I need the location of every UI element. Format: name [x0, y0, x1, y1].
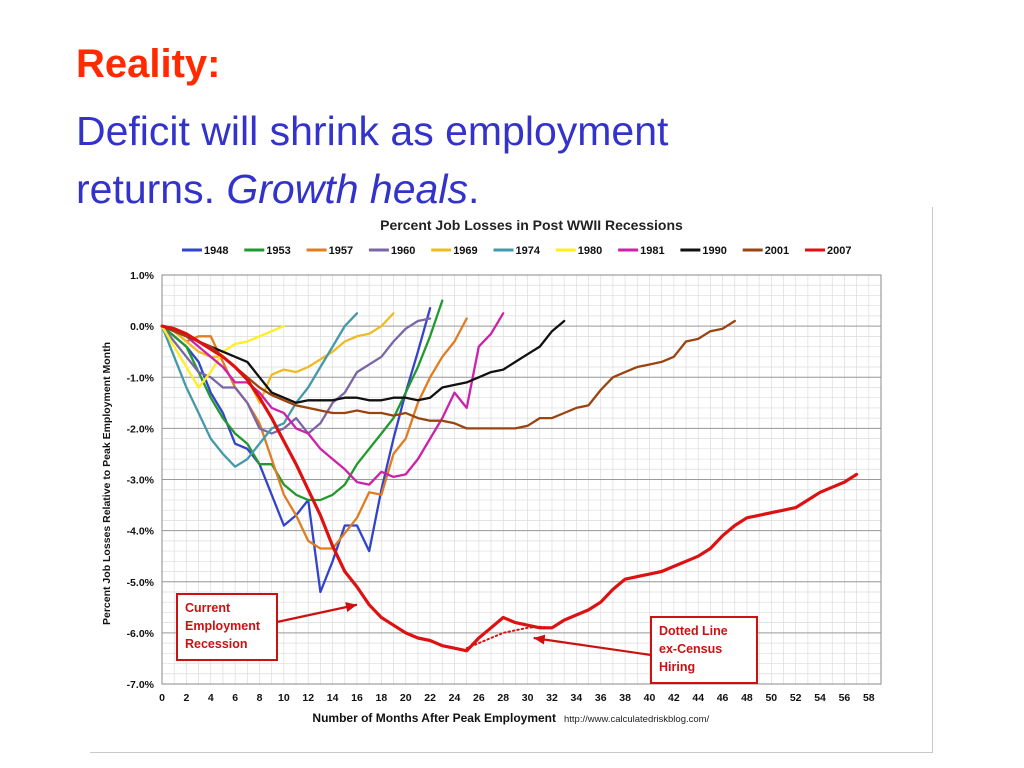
series-line-2007-dotted-ex-census — [465, 625, 553, 650]
series-line-1969 — [160, 312, 395, 404]
x-tick-label: 26 — [473, 692, 485, 704]
y-tick-label: -7.0% — [127, 679, 155, 691]
legend-label: 1960 — [391, 245, 415, 257]
chart-axes — [161, 274, 882, 685]
series-line-1953 — [160, 299, 444, 502]
series-line-1981 — [160, 312, 505, 486]
x-tick-label: 36 — [595, 692, 607, 704]
y-tick-label: -4.0% — [127, 526, 155, 538]
subtitle-line-2-italic: Growth heals — [226, 166, 468, 212]
subtitle-line-2-suffix: . — [467, 166, 480, 212]
x-tick-label: 30 — [522, 692, 534, 704]
series-line-2007 — [160, 324, 859, 653]
legend-label: 1969 — [453, 245, 477, 257]
legend-label: 1948 — [204, 245, 228, 257]
callout-arrow-line — [276, 603, 358, 624]
x-tick-label: 44 — [692, 692, 704, 704]
x-tick-label: 22 — [424, 692, 436, 704]
y-tick-label: -1.0% — [127, 372, 155, 384]
x-tick-label: 8 — [257, 692, 263, 704]
legend-label: 1981 — [640, 245, 664, 257]
callout-text: ex-Census — [659, 642, 722, 656]
callout-text: Recession — [185, 637, 248, 651]
x-tick-label: 58 — [863, 692, 875, 704]
plot-frame — [161, 274, 882, 685]
legend-label: 1974 — [516, 245, 541, 257]
callout-box — [650, 616, 758, 684]
series-line-1990 — [160, 319, 566, 404]
series-line-1974 — [160, 312, 359, 468]
source-link: http://www.calculatedriskblog.com/ — [564, 714, 710, 725]
x-tick-label: 52 — [790, 692, 802, 704]
y-tick-label: 0.0% — [130, 321, 155, 333]
x-tick-label: 4 — [208, 692, 214, 704]
x-tick-label: 0 — [159, 692, 165, 704]
series-line-2001 — [160, 319, 736, 430]
subtitle-line-1: Deficit will shrink as employment — [76, 108, 669, 154]
slide-title: Reality: — [76, 42, 221, 86]
x-tick-label: 34 — [570, 692, 582, 704]
x-tick-label: 28 — [497, 692, 509, 704]
x-tick-label: 56 — [839, 692, 851, 704]
x-tick-label: 10 — [278, 692, 290, 704]
legend-label: 1990 — [702, 245, 726, 257]
x-tick-label: 46 — [717, 692, 729, 704]
x-tick-label: 50 — [765, 692, 777, 704]
job-losses-chart: 1948 1953 1957 1960 1969 1974 1980 1981 1990 2001… — [101, 217, 882, 725]
y-tick-label: -5.0% — [127, 577, 155, 589]
slide-subtitle: Deficit will shrink as employment return… — [76, 102, 976, 218]
x-tick-label: 6 — [232, 692, 238, 704]
legend-label: 1953 — [266, 245, 290, 257]
subtitle-line-2-prefix: returns. — [76, 166, 227, 212]
legend-label: 1957 — [329, 245, 353, 257]
callout-text: Employment — [185, 619, 261, 633]
x-axis-label: Number of Months After Peak Employment — [312, 711, 556, 725]
x-tick-label: 38 — [619, 692, 631, 704]
chart-legend: 1948 1953 1957 1960 1969 1974 1980 1981 1990 2001… — [182, 245, 851, 257]
x-tick-label: 12 — [302, 692, 314, 704]
x-tick-label: 42 — [668, 692, 680, 704]
y-tick-label: -3.0% — [127, 475, 155, 487]
x-tick-label: 40 — [644, 692, 656, 704]
x-tick-label: 2 — [183, 692, 189, 704]
chart-annotations: Current Employment Recession Dotted Line ex-… — [176, 593, 758, 684]
y-tick-label: -2.0% — [127, 423, 155, 435]
callout-text: Current — [185, 601, 231, 615]
callout-arrow-head — [533, 634, 546, 645]
x-tick-label: 16 — [351, 692, 363, 704]
callout-arrow-head — [345, 602, 357, 612]
y-axis-label: Percent Job Losses Relative to Peak Empl… — [101, 342, 113, 625]
x-tick-label: 24 — [449, 692, 461, 704]
chart-frame: 1948 1953 1957 1960 1969 1974 1980 1981 1990 2001… — [90, 207, 933, 753]
x-tick-label: 18 — [376, 692, 388, 704]
legend-label: 2001 — [765, 245, 789, 257]
callout-text: Dotted Line — [659, 624, 728, 638]
x-tick-label: 54 — [814, 692, 826, 704]
callout-arrow-line — [533, 636, 652, 657]
x-tick-label: 20 — [400, 692, 412, 704]
callout-box — [176, 593, 278, 661]
y-tick-label: -6.0% — [127, 628, 155, 640]
x-tick-label: 14 — [327, 692, 339, 704]
y-tick-label: 1.0% — [130, 270, 155, 282]
legend-label: 2007 — [827, 245, 851, 257]
callout-text: Hiring — [659, 660, 695, 674]
series-line-1957 — [160, 317, 468, 550]
chart-title: Percent Job Losses in Post WWII Recessio… — [380, 217, 683, 233]
x-tick-label: 32 — [546, 692, 558, 704]
legend-label: 1980 — [578, 245, 602, 257]
chart-series — [160, 299, 859, 653]
chart-text: 1.0% 0.0% -1.0% -2.0% -3.0% -4.0% -5.0% -6.0% -7… — [101, 217, 875, 725]
x-tick-label: 48 — [741, 692, 753, 704]
frame-gap — [87, 209, 92, 279]
